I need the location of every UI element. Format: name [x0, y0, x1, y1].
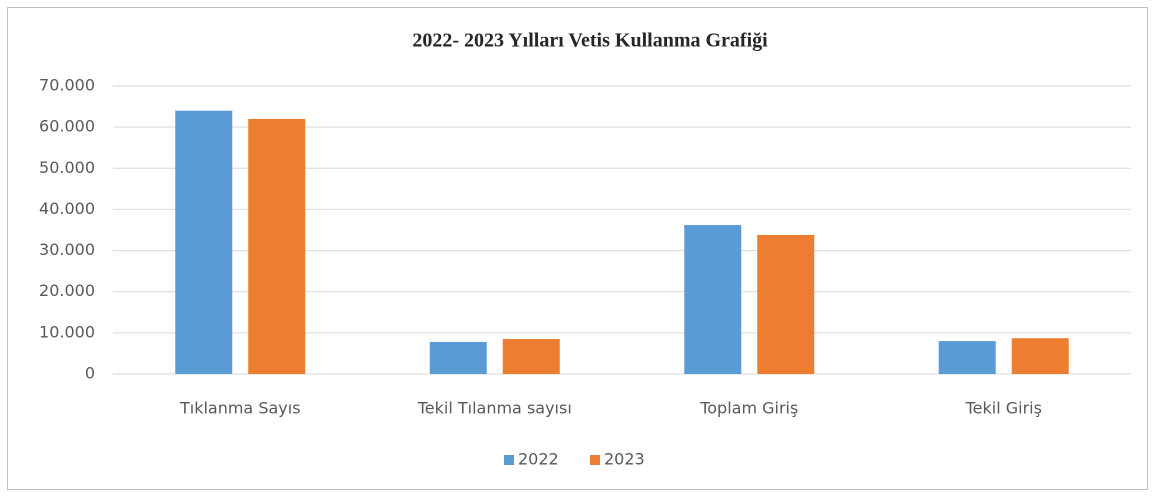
y-tick-label: 50.000	[39, 158, 95, 177]
y-tick-label: 60.000	[39, 117, 95, 136]
y-tick-label: 10.000	[39, 322, 95, 341]
x-tick-label: Tıklanma Sayıs	[179, 399, 301, 418]
y-tick-label: 20.000	[39, 281, 95, 300]
legend-label: 2022	[518, 450, 559, 469]
legend-label: 2023	[604, 450, 645, 469]
x-tick-label: Tekil Giriş	[965, 399, 1042, 418]
legend-swatch	[590, 455, 600, 465]
chart-title: 2022- 2023 Yılları Vetis Kullanma Grafiğ…	[412, 30, 768, 52]
bar	[684, 225, 742, 374]
bar	[938, 341, 996, 374]
bar	[502, 339, 560, 374]
legend-swatch	[504, 455, 514, 465]
y-tick-label: 70.000	[39, 76, 95, 95]
x-tick-label: Toplam Giriş	[699, 399, 798, 418]
bar	[757, 234, 815, 374]
bar	[1011, 338, 1069, 374]
bar	[429, 341, 487, 374]
y-tick-label: 40.000	[39, 199, 95, 218]
bar	[248, 118, 306, 375]
y-tick-label: 0	[85, 364, 95, 383]
x-tick-label: Tekil Tılanma sayısı	[417, 399, 572, 418]
bar	[175, 110, 233, 374]
y-tick-label: 30.000	[39, 240, 95, 259]
